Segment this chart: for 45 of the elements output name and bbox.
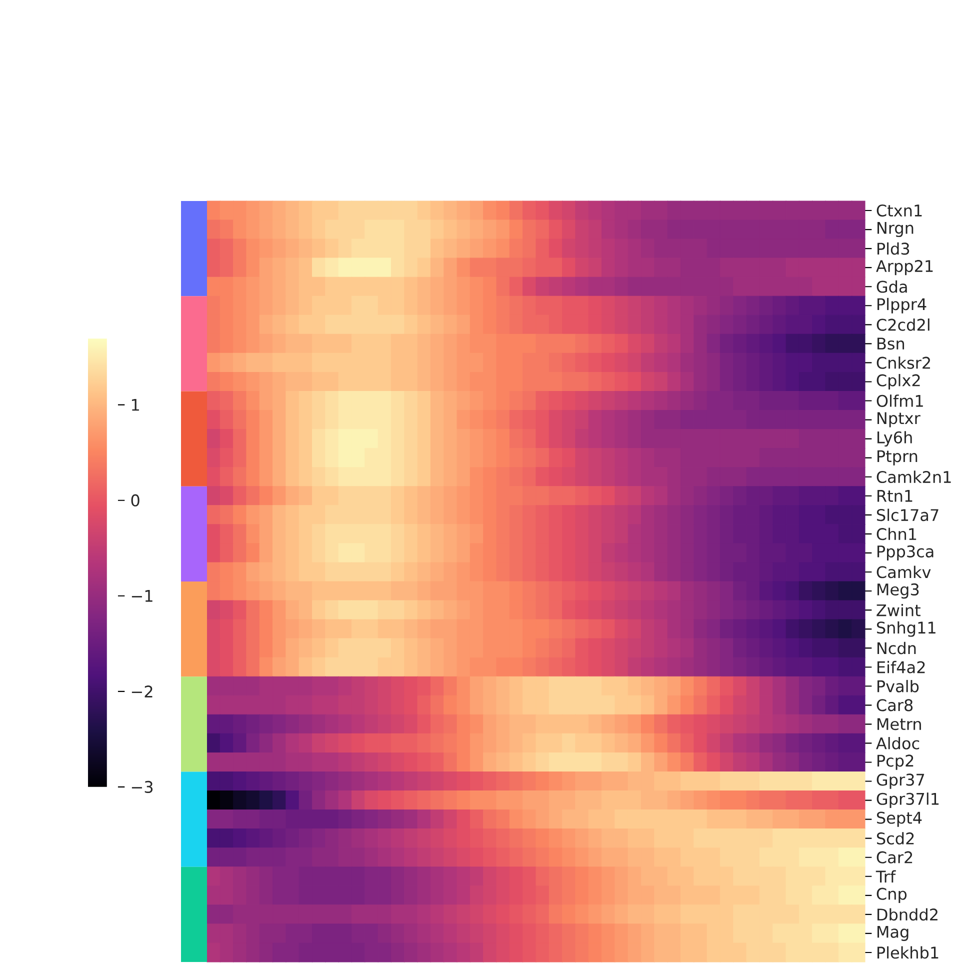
y-tick-label: Nptxr [878, 412, 920, 428]
y-tick-label: Cnksr2 [876, 356, 930, 369]
y-tick-label: Zwint [876, 604, 920, 616]
y-tick-label: Nrgn [878, 222, 914, 238]
y-tick-label: Trf [876, 870, 896, 882]
y-tick-label: Gda [876, 280, 907, 293]
y-tick-label: Dbndd2 [878, 908, 938, 921]
y-tick-label: Bsn [878, 338, 904, 350]
color-bar-label: 1 [132, 399, 139, 411]
y-tick-label: Cplx2 [876, 374, 920, 390]
y-tick-label: C2cd2l [876, 318, 930, 331]
y-tick-label: Car8 [876, 699, 913, 712]
y-tick-label: Gpr37l1 [876, 792, 939, 808]
y-tick-label: Aldoc [876, 737, 920, 750]
y-tick-label: Snhg11 [876, 621, 936, 637]
y-tick-label: Car2 [876, 851, 912, 864]
y-tick-label: Pld3 [878, 242, 910, 255]
y-tick-label: Gpr37 [876, 774, 924, 789]
y-tick-label: Eif4a2 [878, 660, 925, 674]
y-tick-label: Sept4 [876, 812, 922, 827]
y-tick-label: Plekhb1 [878, 946, 938, 959]
y-tick-label: Ppp3ca [878, 545, 934, 561]
y-tick-label: Ncdn [878, 642, 916, 654]
y-tick-label: Meg3 [878, 583, 919, 599]
y-tick-label: Chn1 [876, 528, 916, 540]
color-bar-label: −3 [132, 780, 153, 794]
y-tick-label: Cnp [876, 888, 907, 904]
y-tick-label: Scd2 [876, 832, 914, 845]
color-bar-label: −2 [132, 685, 152, 698]
y-tick-label: Camk2n1 [876, 470, 951, 484]
y-tick-label: Mag [878, 926, 908, 941]
y-tick-label: Plppr4 [878, 298, 926, 314]
y-tick-label: Metrn [878, 718, 921, 730]
y-tick-label: Olfm1 [876, 394, 923, 407]
y-tick-label: Camkv [876, 566, 931, 578]
y-tick-label: Ly6h [878, 431, 912, 447]
y-tick-label: Pcp2 [878, 754, 914, 770]
color-bar-label: −1 [132, 590, 152, 602]
y-tick-label: Ptprn [878, 450, 918, 466]
y-tick-label: Ctxn1 [876, 204, 922, 217]
y-tick-label: Pvalb [878, 680, 919, 692]
y-tick-label: Slc17a7 [876, 508, 938, 522]
y-tick-label: Rtn1 [878, 490, 912, 502]
y-tick-label: Arpp21 [876, 260, 933, 276]
color-bar-label: 0 [131, 494, 140, 506]
